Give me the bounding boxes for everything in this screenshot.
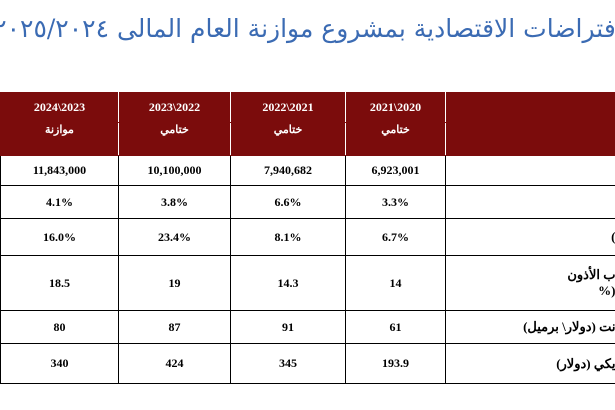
row-label: ) [445, 218, 615, 256]
header-row: 2024\2023 2023\2022 2022\2021 2021\2020 [0, 92, 615, 123]
value-cell: 193.9 [345, 343, 446, 384]
subheader-cell [445, 122, 615, 156]
table-row: 18.5 19 14.3 14 ب الأذون (% [0, 255, 615, 311]
value-cell: 6.7% [345, 218, 446, 256]
value-cell: 80 [0, 310, 119, 344]
row-label: ب الأذون (% [445, 255, 615, 311]
value-cell: 14.3 [230, 255, 346, 311]
row-label [445, 155, 615, 186]
subheader-cell: ختامي [345, 122, 446, 156]
table-row: 340 424 345 193.9 يكي (دولار) [0, 343, 615, 384]
row-label [445, 185, 615, 219]
subheader-cell: ختامي [118, 122, 231, 156]
row-label: يكي (دولار) [445, 343, 615, 384]
row-label-line: ) [447, 229, 615, 245]
header-cell: 2022\2021 [230, 92, 346, 123]
value-cell: 8.1% [230, 218, 346, 256]
row-label-line: ب الأذون [567, 267, 615, 282]
value-cell: 6.6% [230, 185, 346, 219]
subheader-cell: موازنة [0, 122, 119, 156]
value-cell: 23.4% [118, 218, 231, 256]
header-cell: 2023\2022 [118, 92, 231, 123]
header-cell: 2021\2020 [345, 92, 446, 123]
table-body: 2024\2023 2023\2022 2022\2021 2021\2020 مواز… [0, 92, 615, 384]
value-cell: 340 [0, 343, 119, 384]
value-cell: 6,923,001 [345, 155, 446, 186]
value-cell: 87 [118, 310, 231, 344]
header-cell [445, 92, 615, 123]
row-label-line: يكي (دولار) [556, 355, 615, 371]
table-row: 80 87 91 61 نت (دولار\ برميل) [0, 310, 615, 344]
value-cell: 10,100,000 [118, 155, 231, 186]
subheader-cell: ختامي [230, 122, 346, 156]
value-cell: 4.1% [0, 185, 119, 219]
value-cell: 11,843,000 [0, 155, 119, 186]
title: الافتراضات الاقتصادية بمشروع موازنة العا… [0, 14, 615, 43]
value-cell: 16.0% [0, 218, 119, 256]
table-row: 11,843,000 10,100,000 7,940,682 6,923,001 [0, 155, 615, 186]
value-cell: 3.8% [118, 185, 231, 219]
value-cell: 3.3% [345, 185, 446, 219]
row-label: نت (دولار\ برميل) [445, 310, 615, 344]
table-row: 16.0%23.4%8.1%6.7%) [0, 218, 615, 256]
value-cell: 424 [118, 343, 231, 384]
subheader-row: موازنة ختامي ختامي ختامي [0, 122, 615, 156]
value-cell: 14 [345, 255, 446, 311]
value-cell: 345 [230, 343, 346, 384]
value-cell: 91 [230, 310, 346, 344]
header-cell: 2024\2023 [0, 92, 119, 123]
value-cell: 7,940,682 [230, 155, 346, 186]
row-label-line: نت (دولار\ برميل) [523, 319, 615, 334]
row-label-line: (% [598, 283, 615, 298]
value-cell: 18.5 [0, 255, 119, 311]
data-table: 2024\2023 2023\2022 2022\2021 2021\2020 مواز… [0, 92, 615, 384]
value-cell: 61 [345, 310, 446, 344]
value-cell: 19 [118, 255, 231, 311]
table-row: 4.1% 3.8% 6.6% 3.3% [0, 185, 615, 219]
